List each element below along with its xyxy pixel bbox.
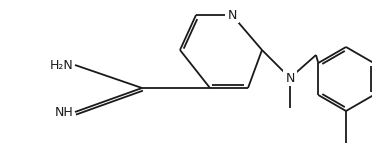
Text: H₂N: H₂N — [49, 59, 73, 71]
Text: N: N — [285, 71, 295, 85]
Text: NH: NH — [54, 106, 73, 118]
Text: N: N — [227, 9, 237, 21]
